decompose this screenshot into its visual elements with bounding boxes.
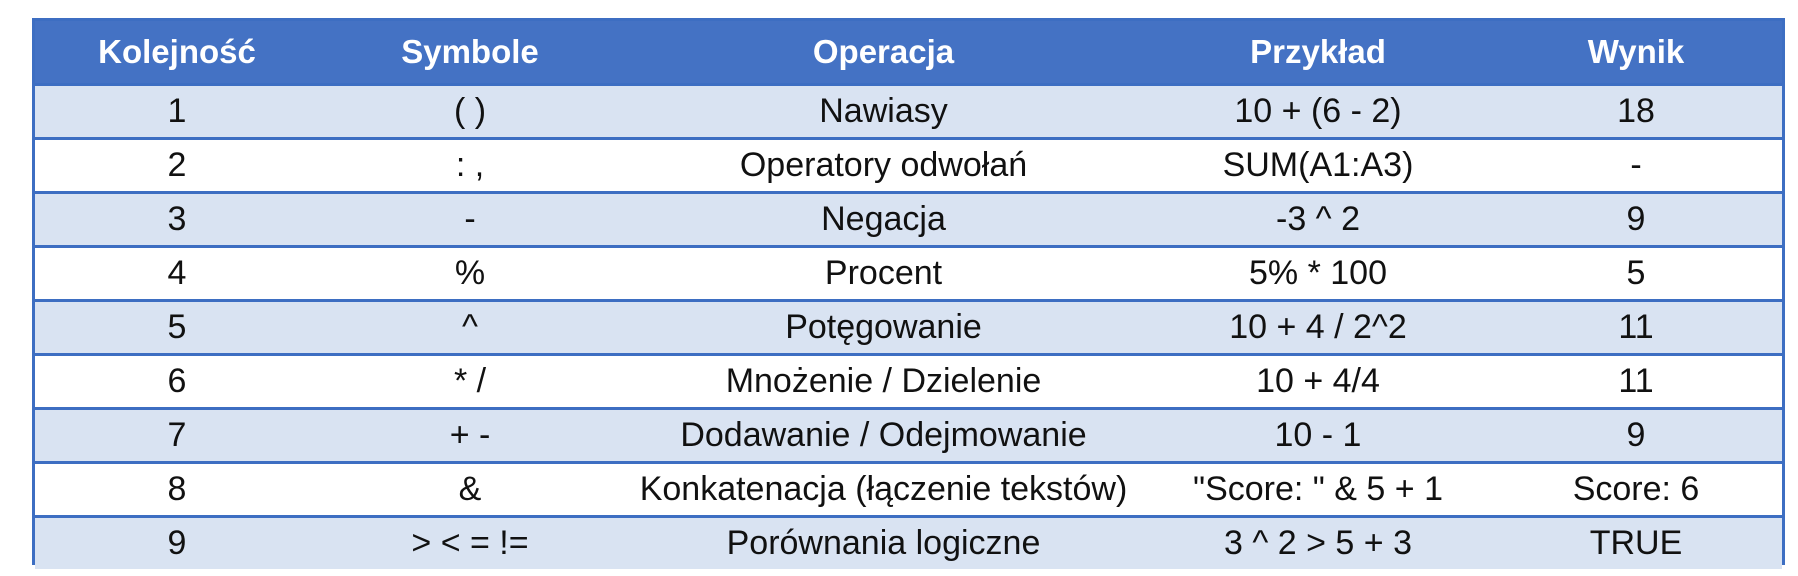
cell-symbols: % — [319, 248, 621, 299]
cell-symbols: + - — [319, 410, 621, 461]
header-operacja: Operacja — [621, 21, 1146, 83]
header-wynik: Wynik — [1490, 21, 1782, 83]
cell-order: 7 — [35, 410, 319, 461]
cell-result: 9 — [1490, 410, 1782, 461]
cell-symbols: - — [319, 194, 621, 245]
table-row: 4 % Procent 5% * 100 5 — [35, 248, 1782, 299]
table-row: 6 * / Mnożenie / Dzielenie 10 + 4/4 11 — [35, 356, 1782, 407]
cell-symbols: : , — [319, 140, 621, 191]
cell-example: 10 + (6 - 2) — [1146, 86, 1490, 137]
cell-symbols: > < = != — [319, 518, 621, 569]
cell-operation: Potęgowanie — [621, 302, 1146, 353]
cell-operation: Procent — [621, 248, 1146, 299]
cell-order: 6 — [35, 356, 319, 407]
cell-symbols: ^ — [319, 302, 621, 353]
cell-result: 11 — [1490, 302, 1782, 353]
cell-operation: Mnożenie / Dzielenie — [621, 356, 1146, 407]
cell-order: 5 — [35, 302, 319, 353]
cell-order: 1 — [35, 86, 319, 137]
header-row: Kolejność Symbole Operacja Przykład Wyni… — [35, 21, 1782, 83]
cell-order: 9 — [35, 518, 319, 569]
header-przyklad: Przykład — [1146, 21, 1490, 83]
cell-example: 5% * 100 — [1146, 248, 1490, 299]
cell-operation: Dodawanie / Odejmowanie — [621, 410, 1146, 461]
cell-symbols: ( ) — [319, 86, 621, 137]
cell-operation: Nawiasy — [621, 86, 1146, 137]
table-header: Kolejność Symbole Operacja Przykład Wyni… — [35, 21, 1782, 83]
table-row: 8 & Konkatenacja (łączenie tekstów) "Sco… — [35, 464, 1782, 515]
cell-result: 18 — [1490, 86, 1782, 137]
cell-result: 5 — [1490, 248, 1782, 299]
operator-precedence-table-frame: Kolejność Symbole Operacja Przykład Wyni… — [32, 18, 1785, 569]
table-body: 1 ( ) Nawiasy 10 + (6 - 2) 18 2 : , Oper… — [35, 86, 1782, 569]
cell-example: 10 + 4/4 — [1146, 356, 1490, 407]
cell-example: 10 - 1 — [1146, 410, 1490, 461]
cell-example: 3 ^ 2 > 5 + 3 — [1146, 518, 1490, 569]
table-row: 7 + - Dodawanie / Odejmowanie 10 - 1 9 — [35, 410, 1782, 461]
cell-result: 11 — [1490, 356, 1782, 407]
cell-example: 10 + 4 / 2^2 — [1146, 302, 1490, 353]
cell-example: -3 ^ 2 — [1146, 194, 1490, 245]
cell-order: 4 — [35, 248, 319, 299]
cell-example: SUM(A1:A3) — [1146, 140, 1490, 191]
cell-example: "Score: " & 5 + 1 — [1146, 464, 1490, 515]
header-kolejnosc: Kolejność — [35, 21, 319, 83]
cell-order: 2 — [35, 140, 319, 191]
cell-result: - — [1490, 140, 1782, 191]
cell-operation: Negacja — [621, 194, 1146, 245]
cell-operation: Operatory odwołań — [621, 140, 1146, 191]
table-row: 9 > < = != Porównania logiczne 3 ^ 2 > 5… — [35, 518, 1782, 569]
cell-operation: Porównania logiczne — [621, 518, 1146, 569]
table-row: 2 : , Operatory odwołań SUM(A1:A3) - — [35, 140, 1782, 191]
cell-result: Score: 6 — [1490, 464, 1782, 515]
table-row: 1 ( ) Nawiasy 10 + (6 - 2) 18 — [35, 86, 1782, 137]
table-row: 5 ^ Potęgowanie 10 + 4 / 2^2 11 — [35, 302, 1782, 353]
operator-precedence-table: Kolejność Symbole Operacja Przykład Wyni… — [35, 18, 1782, 572]
table-row: 3 - Negacja -3 ^ 2 9 — [35, 194, 1782, 245]
cell-result: TRUE — [1490, 518, 1782, 569]
header-symbole: Symbole — [319, 21, 621, 83]
cell-symbols: * / — [319, 356, 621, 407]
cell-result: 9 — [1490, 194, 1782, 245]
cell-order: 8 — [35, 464, 319, 515]
cell-symbols: & — [319, 464, 621, 515]
cell-order: 3 — [35, 194, 319, 245]
cell-operation: Konkatenacja (łączenie tekstów) — [621, 464, 1146, 515]
